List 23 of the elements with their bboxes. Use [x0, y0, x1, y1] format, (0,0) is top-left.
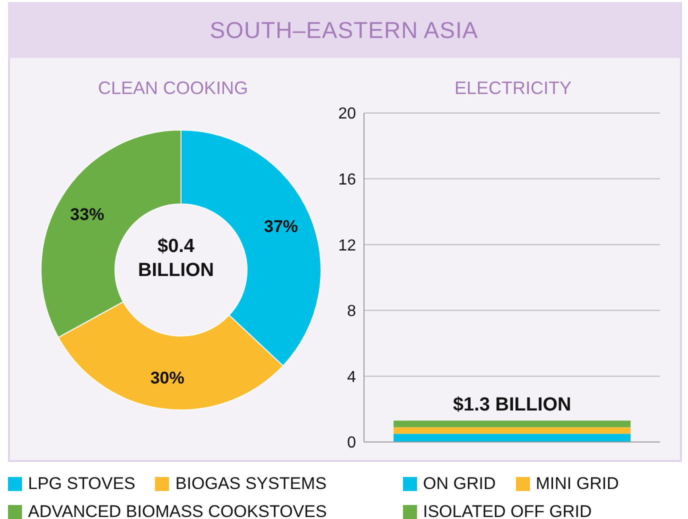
total-label: $1.3 BILLION	[452, 394, 572, 416]
y-tick-label: 4	[347, 368, 356, 386]
legend-label: ON GRID	[422, 474, 496, 494]
y-tick-label: 16	[338, 171, 356, 188]
chart-title: ELECTRICITY	[453, 78, 573, 99]
legend-label: MINI GRID	[534, 474, 619, 494]
text: $0.4 BILLION	[137, 235, 215, 283]
bar	[394, 427, 631, 434]
legend-label: ISOLATED OFF GRID	[422, 502, 592, 519]
y-tick-label: 20	[338, 106, 356, 123]
y-tick-label: 0	[347, 434, 356, 452]
y-tick-label: 12	[338, 237, 356, 254]
legend-label: BIOGAS SYSTEMS	[174, 474, 327, 494]
bar	[394, 420, 631, 428]
data-label: 33%	[70, 205, 104, 224]
data-label: 30%	[150, 368, 184, 388]
bar	[394, 434, 631, 442]
chart-title: CLEAN COOKING	[96, 78, 250, 99]
data-label: 37%	[264, 217, 298, 236]
legend-label: ADVANCED BIOMASS COOKSTOVES	[27, 502, 327, 519]
y-tick-label: 8	[347, 303, 356, 320]
legend-label: LPG STOVES	[27, 474, 136, 494]
text: SOUTH–EASTERN ASIA	[8, 2, 680, 58]
